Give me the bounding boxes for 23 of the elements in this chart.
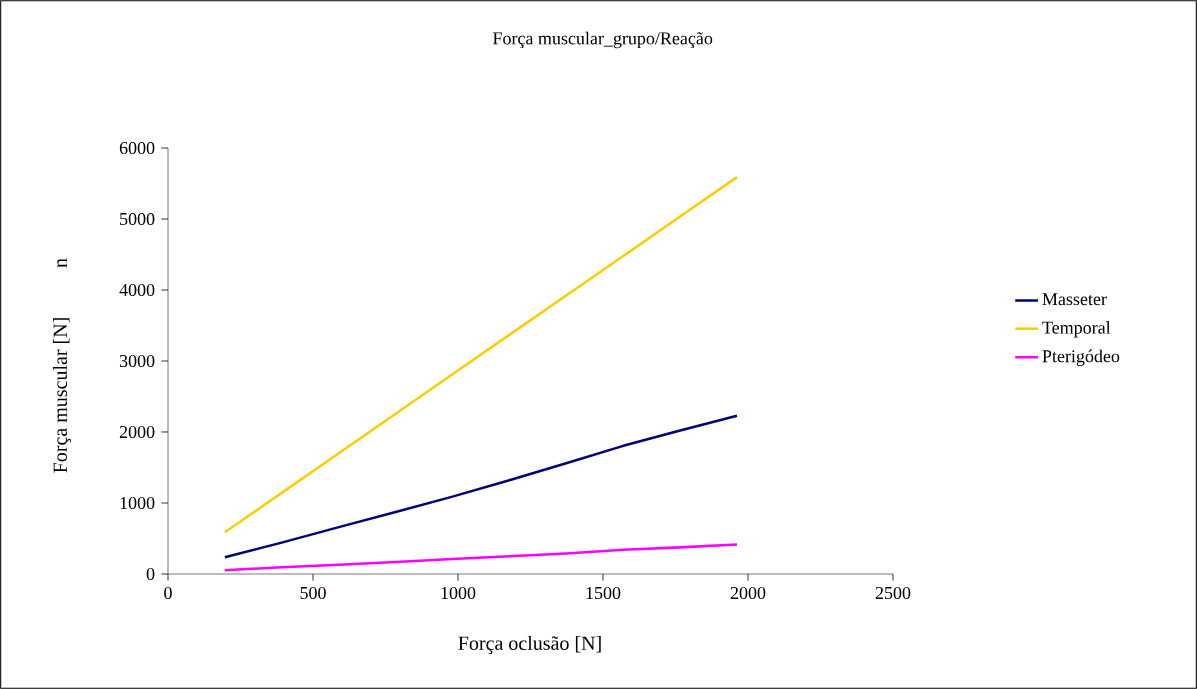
- y-tick-label: 5000: [120, 212, 155, 226]
- y-tick-label: 2000: [119, 425, 155, 439]
- legend-label: Pterigódeo: [1042, 349, 1120, 367]
- y-tick-label: 1000: [120, 496, 155, 510]
- y-tick-label: 0: [146, 567, 155, 581]
- y-tick-label: 6000: [119, 141, 155, 155]
- legend-label: Masseter: [1042, 293, 1107, 306]
- line-series: [223, 414, 739, 559]
- legend-label: Temporal: [1042, 321, 1111, 338]
- line-series: [223, 543, 739, 572]
- x-tick-label: 1000: [441, 586, 476, 600]
- line-series: [223, 175, 739, 534]
- x-tick-label: 0: [164, 586, 172, 600]
- chart-title: Força muscular_grupo/Reação: [492, 31, 713, 49]
- x-axis-title: Força oclusão [N]: [458, 635, 601, 655]
- y-axis-title: Força muscular [N]: [52, 318, 72, 473]
- x-tick-label: 500: [300, 586, 326, 600]
- x-tick-label: 2500: [875, 586, 911, 600]
- text: n: [57, 258, 67, 268]
- y-tick-label: 3000: [119, 354, 155, 368]
- y-tick-label: 4000: [119, 283, 155, 297]
- x-tick-label: 1500: [586, 586, 621, 600]
- x-tick-label: 2000: [730, 586, 766, 600]
